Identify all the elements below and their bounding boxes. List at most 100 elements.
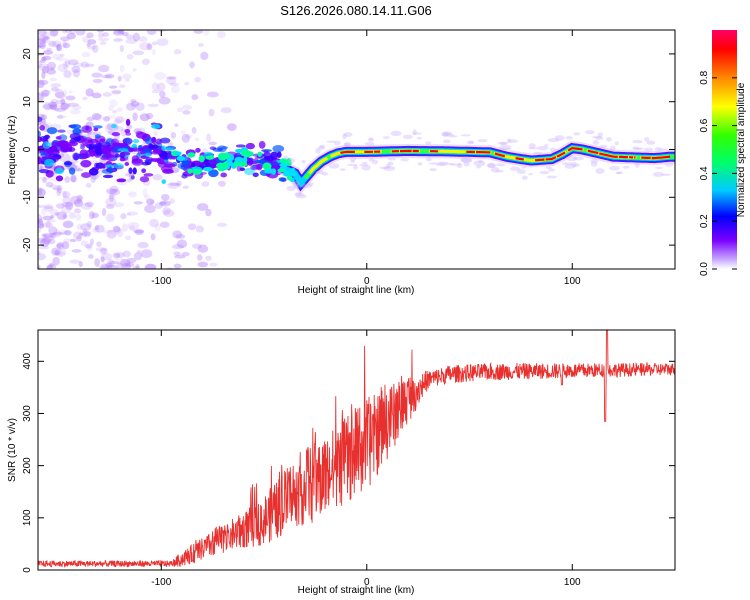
spectrogram-noise-blob	[56, 188, 62, 197]
spectrogram-noise-blob	[38, 91, 45, 95]
spectrogram-halo-blob	[486, 162, 496, 169]
spectrogram-noise-blob	[144, 263, 157, 269]
spectrogram-noise-blob	[197, 244, 209, 253]
spectrogram-blob	[72, 128, 82, 135]
spectrogram-blob	[124, 129, 131, 134]
spectrogram-noise-blob	[119, 84, 126, 88]
spectrogram-noise-blob	[97, 32, 104, 39]
spectrogram-halo-blob	[291, 180, 300, 187]
spectrogram-halo-blob	[343, 132, 353, 137]
spectrogram-blob	[111, 131, 121, 137]
spectrogram-noise-blob	[52, 187, 62, 191]
spectrogram-noise-blob	[157, 82, 166, 92]
spectrogram-band-core	[515, 157, 524, 161]
spectrogram-noise-blob	[187, 223, 197, 231]
spectrogram-blob	[108, 166, 113, 174]
spectrogram-noise-blob	[39, 223, 45, 229]
spectrogram-noise-blob	[106, 188, 118, 195]
spectrogram-noise-blob	[38, 218, 43, 226]
spectrogram-noise-blob	[56, 211, 68, 220]
spectrogram-halo-blob	[571, 162, 577, 167]
spectrogram-noise-blob	[93, 114, 104, 121]
spectrogram-halo-blob	[344, 142, 350, 147]
spectrogram-blob	[44, 158, 55, 167]
spectrogram-noise-blob	[113, 37, 124, 42]
spectrogram-blob	[124, 137, 131, 143]
spectrogram-noise-blob	[81, 230, 92, 237]
spectrogram-noise-blob	[101, 74, 112, 79]
spectrogram-halo-blob	[478, 159, 483, 164]
spectrogram-blob	[89, 149, 96, 157]
spectrogram-blob	[81, 125, 92, 133]
spectrogram-noise-blob	[43, 203, 54, 212]
spectrogram-noise-blob	[41, 31, 52, 40]
spectrogram-noise-blob	[98, 265, 107, 269]
spectrogram-blob	[86, 143, 98, 149]
spectrogram-noise-blob	[165, 267, 174, 269]
spectrogram-band-core	[475, 150, 491, 154]
spectrogram-blob	[74, 154, 80, 160]
spectrogram-blob	[144, 136, 154, 145]
spectrogram-noise-blob	[49, 104, 58, 111]
spectrogram-blob	[164, 161, 174, 168]
snr-xtick-label: 0	[364, 577, 370, 588]
spectrogram-noise-blob	[76, 199, 83, 204]
spectrogram-noise-blob	[197, 254, 203, 261]
spectrogram-blob	[68, 167, 76, 175]
spectrogram-noise-blob	[54, 248, 67, 258]
spectrogram-noise-blob	[41, 55, 52, 61]
spectrogram-noise-blob	[72, 69, 80, 78]
spectrogram-noise-blob	[145, 263, 157, 269]
spectrogram-hot-blob	[174, 151, 182, 156]
spectrogram-noise-blob	[146, 43, 153, 51]
spectrogram-noise-blob	[135, 263, 140, 269]
spectrogram-noise-blob	[117, 75, 122, 82]
spectrogram-ytick-label: 10	[22, 96, 33, 108]
spectrogram-halo-blob	[350, 160, 355, 163]
spectrogram-halo-blob	[509, 166, 521, 172]
spectrogram-noise-blob	[99, 41, 107, 46]
spectrogram-noise-blob	[180, 130, 186, 136]
colorbar-scale	[712, 30, 737, 269]
spectrogram-noise-blob	[174, 123, 179, 127]
spectrogram-halo-blob	[635, 147, 645, 150]
spectrogram-blob	[104, 164, 114, 168]
spectrogram-halo-blob	[343, 142, 352, 147]
spectrogram-noise-blob	[100, 263, 109, 269]
spectrogram-noise-blob	[174, 254, 186, 259]
spectrogram-noise-blob	[97, 37, 110, 41]
spectrogram-hot-blob	[205, 155, 215, 160]
spectrogram-halo-blob	[597, 132, 603, 137]
spectrogram-halo-blob	[528, 172, 533, 176]
spectrogram-blob	[93, 127, 99, 132]
spectrogram-halo-blob	[490, 166, 500, 173]
spectrogram-noise-blob	[205, 255, 212, 261]
spectrogram-blob	[252, 172, 259, 178]
snr-ytick-label: 300	[22, 405, 33, 422]
spectrogram-halo-blob	[566, 155, 578, 162]
spectrogram-noise-blob	[104, 123, 113, 133]
spectrogram-noise-blob	[125, 235, 131, 241]
spectrogram-noise-blob	[47, 105, 54, 111]
spectrogram-noise-blob	[38, 79, 45, 89]
spectrogram-noise-blob	[39, 59, 46, 64]
spectrogram-noise-blob	[125, 102, 136, 111]
spectrogram-noise-blob	[91, 72, 103, 78]
spectrogram-noise-blob	[172, 230, 183, 239]
spectrogram-noise-blob	[38, 45, 43, 49]
spectrogram-noise-blob	[63, 230, 72, 236]
spectrogram-halo-blob	[346, 163, 358, 167]
spectrogram-halo-blob	[546, 175, 558, 179]
spectrogram-noise-blob	[62, 191, 71, 199]
spectrogram-noise-blob	[43, 102, 51, 111]
spectrogram-halo-blob	[615, 171, 622, 175]
spectrogram-noise-blob	[169, 198, 176, 204]
spectrogram-noise-blob	[38, 265, 41, 269]
spectrogram-halo-blob	[591, 135, 603, 139]
spectrogram-noise-blob	[84, 244, 92, 249]
spectrogram-hot-blob	[237, 161, 248, 167]
spectrogram-blob	[111, 123, 117, 129]
spectrogram-blob	[177, 162, 190, 170]
spectrogram-blob	[57, 140, 70, 148]
snr-ytick-label: 100	[22, 509, 33, 526]
